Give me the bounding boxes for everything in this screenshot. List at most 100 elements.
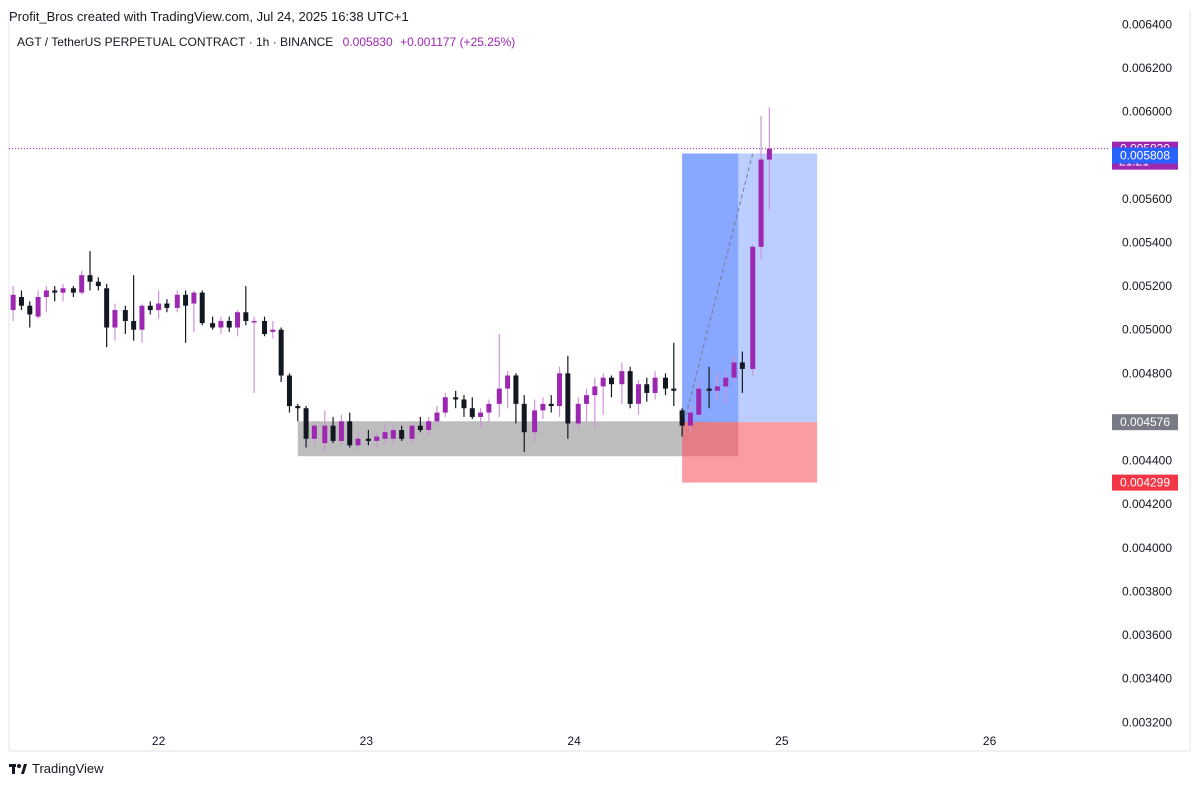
candle-body: [112, 310, 118, 328]
candle-body: [469, 408, 475, 417]
candle-7: [70, 286, 76, 297]
candle-26: [235, 310, 241, 337]
price-label-box: [1112, 147, 1178, 164]
candle-82: [723, 371, 729, 404]
time-tick-2: 24: [567, 734, 581, 748]
candle-body: [714, 386, 720, 391]
price-tick-2: 0.006000: [1122, 105, 1172, 119]
candle-83: [731, 355, 737, 383]
time-tick-4: 26: [983, 734, 997, 748]
candle-66: [584, 388, 590, 422]
price-label-box: [1112, 474, 1178, 491]
candle-35: [311, 421, 317, 446]
candle-25: [226, 316, 232, 332]
candle-body: [270, 329, 276, 332]
candle-13: [122, 305, 128, 335]
candle-39: [347, 412, 353, 448]
candle-body: [409, 425, 415, 439]
candle-55: [486, 399, 492, 422]
candle-body: [174, 294, 180, 308]
price-label-box: [1112, 414, 1178, 431]
candle-84: [739, 351, 745, 393]
candle-body: [679, 410, 685, 426]
candle-63: [557, 366, 563, 417]
candle-body: [218, 320, 224, 328]
price-label-text: 0.005808: [1120, 148, 1170, 162]
candle-body: [687, 412, 693, 426]
position-path: [683, 153, 754, 423]
candle-47: [417, 416, 423, 433]
price-label-text: 0.004299: [1120, 476, 1170, 490]
candle-body: [652, 377, 658, 393]
candle-5: [52, 286, 58, 302]
candle-body: [95, 281, 101, 287]
candle-body: [557, 373, 563, 407]
candle-51: [453, 390, 459, 409]
candle-body: [644, 384, 650, 393]
candle-43: [382, 423, 388, 444]
candle-body: [382, 432, 388, 439]
candle-18: [164, 299, 170, 313]
candle-body: [750, 246, 756, 369]
price-tick-5: 0.005200: [1122, 279, 1172, 293]
candle-body: [262, 320, 268, 335]
candle-body: [486, 403, 492, 413]
candle-16: [147, 301, 153, 315]
candle-body: [619, 371, 625, 385]
candle-33: [295, 403, 301, 422]
candle-body: [311, 425, 317, 439]
candle-body: [191, 292, 197, 304]
chart-credit: Profit_Bros created with TradingView.com…: [9, 9, 409, 24]
candle-61: [540, 397, 546, 420]
candle-body: [79, 275, 85, 293]
last-price-value: 0.005830: [342, 35, 393, 49]
candle-body: [355, 438, 361, 446]
candle-body: [706, 388, 712, 391]
candle-body: [575, 403, 581, 424]
candle-body: [286, 375, 292, 407]
candle-body: [131, 320, 137, 330]
time-tick-0: 22: [152, 734, 166, 748]
candle-14: [131, 275, 137, 341]
candle-body: [758, 159, 764, 247]
candle-body: [322, 425, 328, 444]
candle-body: [723, 377, 729, 387]
candle-body: [662, 377, 668, 389]
candle-34: [303, 406, 309, 448]
profit-zone-filled: [682, 153, 739, 423]
candle-body: [18, 296, 24, 306]
candle-body: [513, 375, 519, 404]
price-tick-1: 0.006200: [1122, 61, 1172, 75]
time-tick-1: 23: [360, 734, 374, 748]
candle-9: [87, 251, 93, 291]
candle-body: [696, 388, 702, 415]
candle-78: [687, 406, 693, 433]
candle-73: [644, 377, 650, 402]
candle-body: [461, 399, 467, 409]
candle-38: [338, 414, 344, 446]
tradingview-footer[interactable]: TradingView: [9, 761, 104, 776]
candle-4: [43, 286, 49, 313]
candle-58: [513, 373, 519, 424]
candle-body: [584, 395, 590, 404]
candle-3: [35, 290, 41, 319]
candle-52: [461, 395, 467, 417]
candle-11: [104, 283, 110, 348]
candle-81: [714, 373, 720, 400]
candle-body: [243, 312, 249, 321]
price-tick-3: 0.005600: [1122, 192, 1172, 206]
candle-body: [156, 303, 162, 311]
candle-30: [270, 320, 276, 339]
candle-49: [434, 406, 440, 426]
candle-body: [426, 421, 432, 431]
candle-body: [505, 375, 511, 389]
candle-53: [469, 397, 475, 420]
candle-32: [286, 373, 292, 413]
candle-body: [210, 323, 216, 328]
candle-body: [52, 290, 58, 293]
candle-body: [87, 275, 93, 282]
candle-body: [338, 421, 344, 441]
candle-body: [365, 438, 371, 441]
candle-body: [390, 430, 396, 439]
